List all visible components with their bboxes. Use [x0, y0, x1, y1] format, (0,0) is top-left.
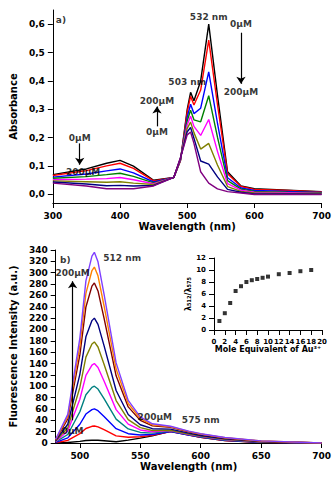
svg-text:500: 500 — [178, 211, 197, 221]
svg-text:200μM: 200μM — [138, 412, 172, 422]
svg-text:6: 6 — [201, 290, 206, 298]
svg-text:240: 240 — [29, 302, 48, 312]
svg-text:260: 260 — [29, 290, 48, 300]
svg-text:0,0: 0,0 — [29, 189, 45, 199]
svg-text:575 nm: 575 nm — [182, 415, 220, 425]
svg-text:200μM: 200μM — [140, 96, 174, 106]
svg-text:2: 2 — [201, 314, 206, 322]
svg-text:0μM: 0μM — [230, 19, 252, 29]
svg-text:200μM: 200μM — [66, 167, 100, 177]
svg-text:140: 140 — [29, 359, 48, 369]
svg-text:a): a) — [56, 15, 66, 25]
svg-text:220: 220 — [29, 313, 48, 323]
svg-text:16: 16 — [296, 338, 306, 346]
svg-text:10: 10 — [196, 266, 206, 274]
svg-text:700: 700 — [312, 451, 331, 461]
svg-text:Fluorescence Intensity (a.u.): Fluorescence Intensity (a.u.) — [8, 265, 19, 427]
svg-text:4: 4 — [201, 302, 206, 310]
svg-text:340: 340 — [29, 245, 48, 255]
svg-text:18: 18 — [306, 338, 316, 346]
svg-text:12: 12 — [274, 338, 284, 346]
svg-text:λ₅₁₂/λ₅₇₅: λ₅₁₂/λ₅₇₅ — [184, 276, 193, 311]
svg-text:0,1: 0,1 — [29, 161, 45, 171]
svg-text:2: 2 — [222, 338, 227, 346]
svg-text:14: 14 — [285, 338, 295, 346]
svg-text:200μM: 200μM — [55, 268, 89, 278]
svg-text:400: 400 — [111, 211, 130, 221]
svg-text:300: 300 — [29, 268, 48, 278]
svg-text:0: 0 — [41, 438, 47, 448]
svg-text:4: 4 — [233, 338, 238, 346]
svg-text:12: 12 — [196, 254, 206, 262]
svg-text:512 nm: 512 nm — [103, 253, 141, 263]
svg-text:320: 320 — [29, 256, 48, 266]
svg-text:160: 160 — [29, 347, 48, 357]
svg-text:Wavelength (nm): Wavelength (nm) — [139, 221, 236, 232]
svg-text:500: 500 — [70, 451, 89, 461]
svg-text:0,6: 0,6 — [29, 19, 45, 29]
svg-text:532 nm: 532 nm — [190, 12, 228, 22]
svg-text:Absorbance: Absorbance — [8, 73, 19, 140]
svg-text:200μM: 200μM — [224, 87, 258, 97]
svg-text:550: 550 — [131, 451, 150, 461]
svg-text:20: 20 — [35, 427, 48, 437]
svg-text:20: 20 — [317, 338, 327, 346]
svg-text:200: 200 — [29, 324, 48, 334]
svg-text:650: 650 — [252, 451, 271, 461]
svg-text:b): b) — [60, 255, 71, 265]
svg-text:0,4: 0,4 — [29, 76, 45, 86]
svg-text:8: 8 — [255, 338, 260, 346]
svg-text:8: 8 — [201, 278, 206, 286]
svg-text:40: 40 — [35, 415, 48, 425]
svg-text:10: 10 — [263, 338, 273, 346]
svg-text:80: 80 — [35, 393, 48, 403]
svg-text:120: 120 — [29, 370, 48, 380]
svg-text:600: 600 — [245, 211, 264, 221]
svg-text:0,2: 0,2 — [29, 133, 45, 143]
svg-text:100: 100 — [29, 381, 48, 391]
svg-text:0,3: 0,3 — [29, 104, 45, 114]
svg-text:280: 280 — [29, 279, 48, 289]
svg-text:600: 600 — [191, 451, 210, 461]
svg-text:Mole Equivalent of Au³⁺: Mole Equivalent of Au³⁺ — [215, 345, 322, 354]
svg-text:6: 6 — [244, 338, 249, 346]
svg-text:300: 300 — [43, 211, 62, 221]
svg-text:0,5: 0,5 — [29, 48, 45, 58]
svg-text:0μM: 0μM — [62, 426, 84, 436]
svg-text:Wavelength (nm): Wavelength (nm) — [140, 461, 237, 472]
svg-text:0: 0 — [212, 338, 217, 346]
svg-text:180: 180 — [29, 336, 48, 346]
svg-text:700: 700 — [312, 211, 331, 221]
svg-text:503 nm: 503 nm — [168, 77, 206, 87]
svg-text:0μM: 0μM — [146, 127, 168, 137]
svg-text:0μM: 0μM — [69, 133, 91, 143]
svg-text:60: 60 — [35, 404, 48, 414]
svg-text:0: 0 — [201, 326, 206, 334]
